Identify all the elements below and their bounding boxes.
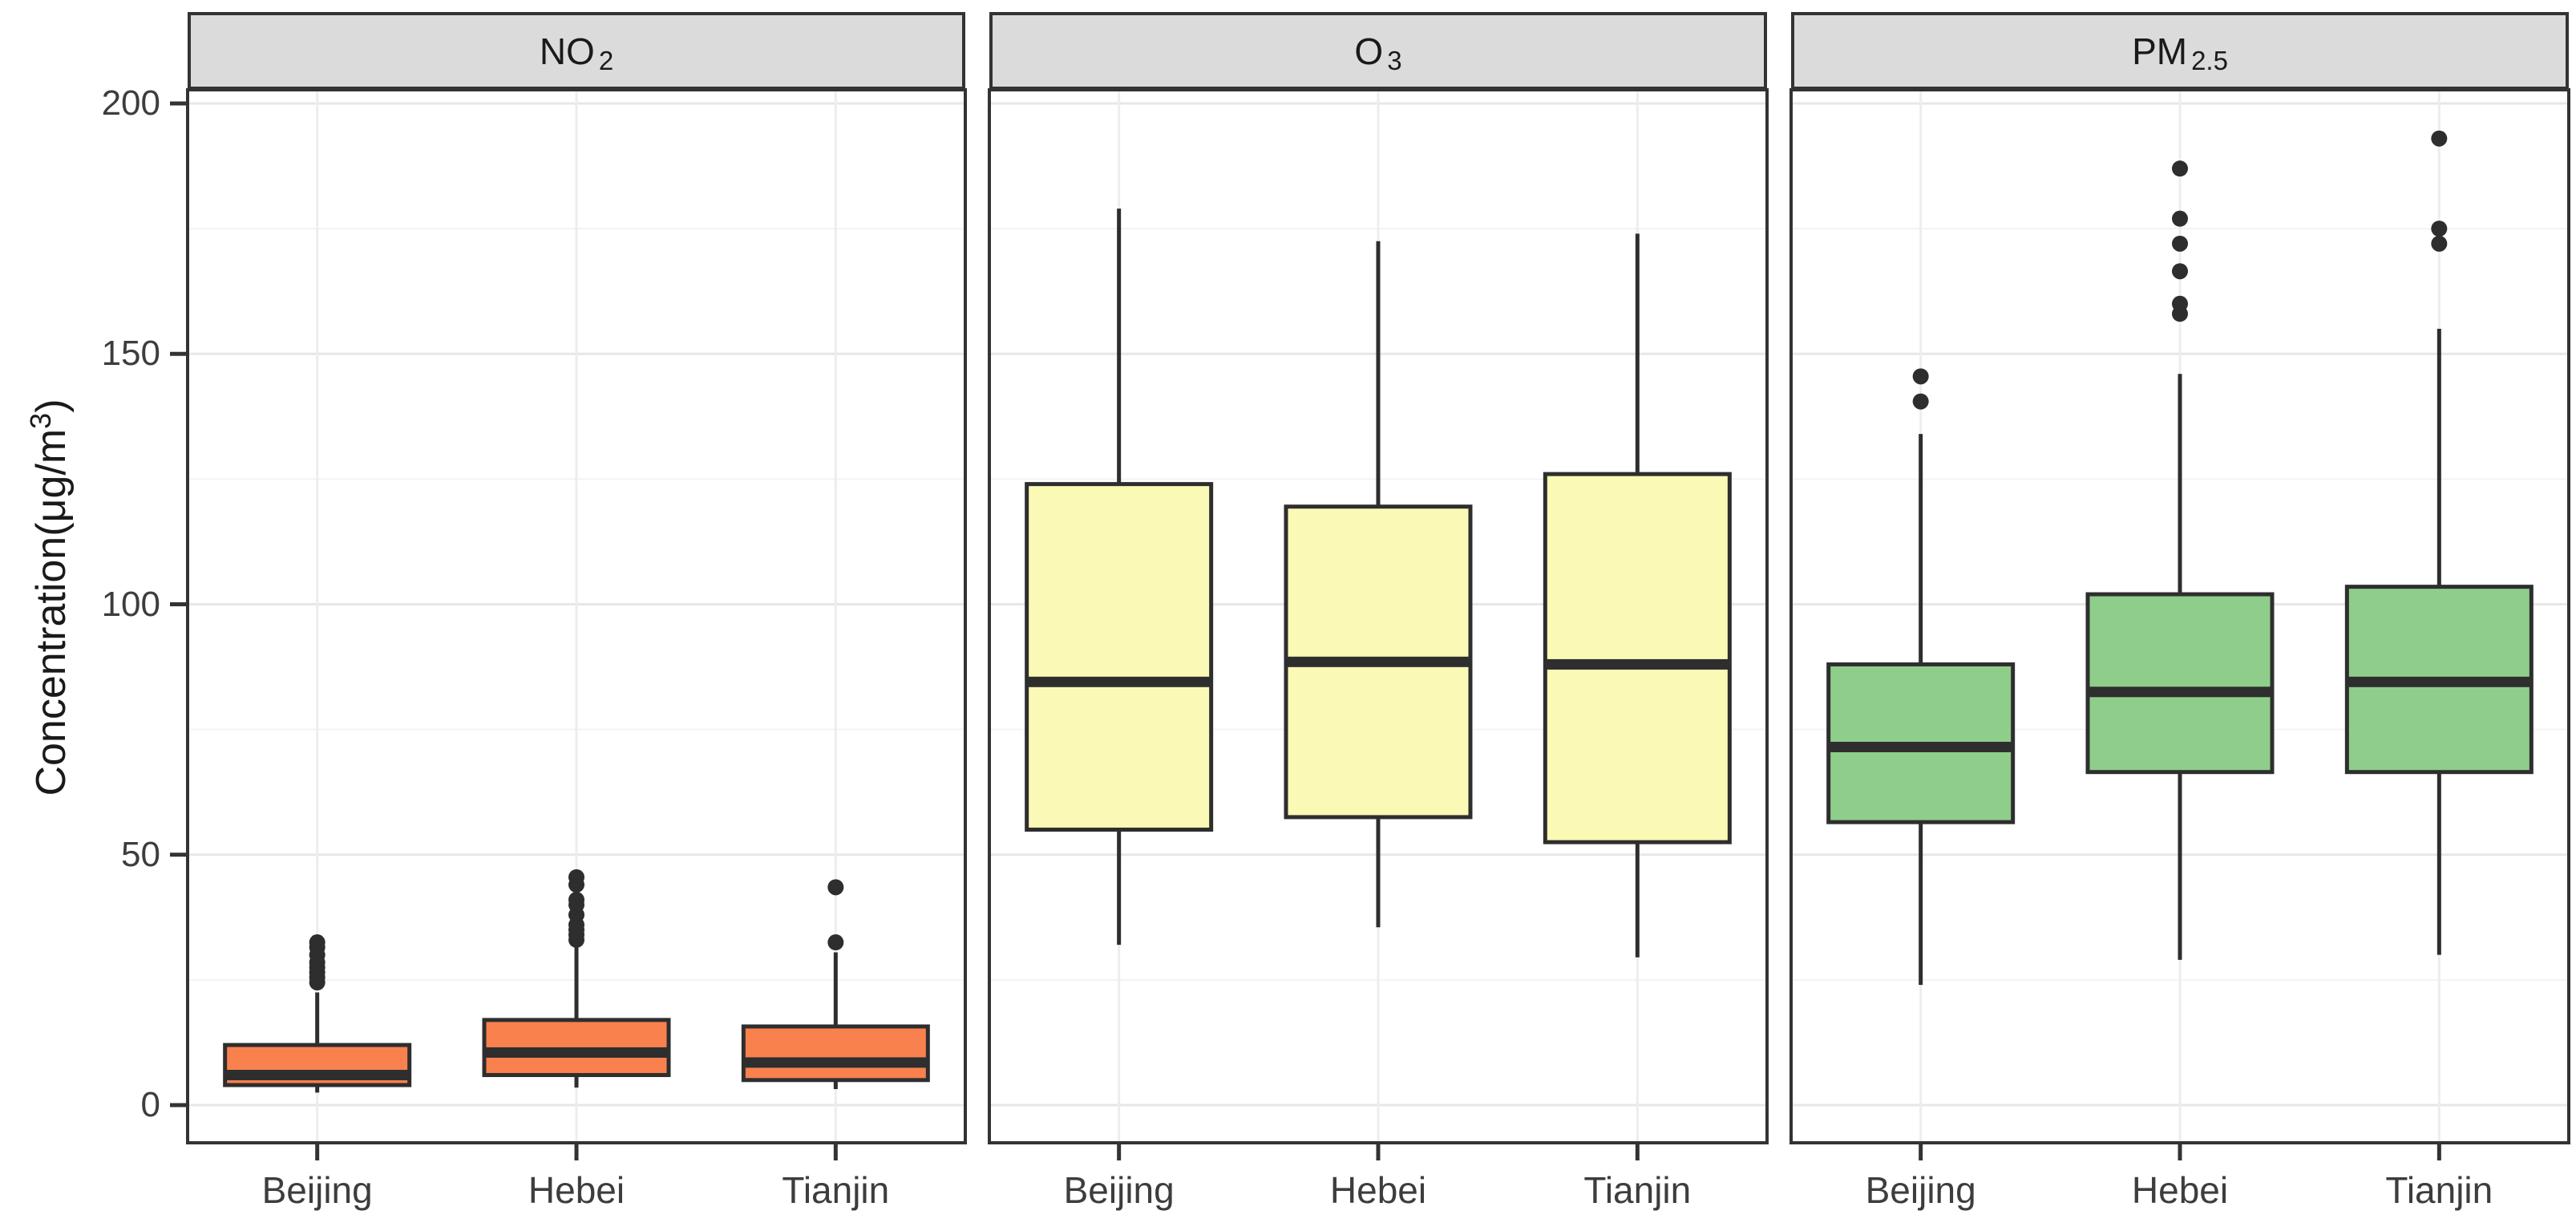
- outlier-dot: [2172, 295, 2188, 312]
- median-line: [743, 1057, 928, 1068]
- facet-strip-subscript: 2.5: [2191, 45, 2228, 75]
- facet-strip-subscript: 3: [1387, 45, 1402, 75]
- y-tick-label: 150: [101, 334, 160, 374]
- outlier-dot: [2172, 210, 2188, 227]
- panel-border: [988, 88, 1769, 1144]
- median-line: [224, 1070, 410, 1081]
- outlier-dot: [827, 934, 844, 951]
- x-tick-label: Hebei: [2131, 1169, 2229, 1211]
- x-tick-label: Hebei: [1329, 1169, 1427, 1211]
- median-line: [1026, 676, 1211, 687]
- outlier-dot: [1912, 393, 1929, 410]
- box-rect: [1543, 472, 1732, 844]
- outlier-dot: [568, 869, 584, 885]
- y-axis-title-suffix: ): [28, 399, 75, 413]
- y-tick-label: 200: [101, 83, 160, 123]
- y-tick-label: 100: [101, 584, 160, 624]
- outlier-dot: [2172, 235, 2188, 252]
- median-line: [2088, 686, 2272, 698]
- outlier-dot: [2172, 160, 2188, 177]
- x-tick-label: Beijing: [261, 1169, 373, 1211]
- outlier-dot: [568, 891, 584, 908]
- outlier-dot: [2431, 235, 2448, 252]
- median-line: [484, 1047, 669, 1058]
- y-tick-label: 0: [140, 1085, 160, 1124]
- box-rect: [741, 1024, 930, 1083]
- median-line: [1286, 656, 1470, 667]
- facet-strip-label: PM: [2132, 30, 2188, 72]
- outlier-dot: [309, 934, 326, 951]
- x-tick-label: Hebei: [528, 1169, 625, 1211]
- y-tick-label: 50: [121, 834, 160, 874]
- median-line: [2347, 676, 2532, 687]
- outlier-dot: [827, 879, 844, 896]
- box-rect: [2085, 592, 2275, 775]
- x-tick-label: Tianjin: [1583, 1169, 1692, 1211]
- outlier-dot: [2172, 263, 2188, 280]
- x-tick-label: Tianjin: [2385, 1169, 2493, 1211]
- box-rect: [1025, 482, 1214, 832]
- panel-border: [1789, 88, 2570, 1144]
- y-axis-title-superscript: 3: [23, 412, 57, 429]
- facet-strip-label: NO: [539, 30, 595, 72]
- facet-strip-subscript: 2: [598, 45, 614, 75]
- outlier-dot: [1912, 368, 1929, 385]
- facet-strip: PM 2.5: [1791, 12, 2569, 90]
- outlier-dot: [2431, 130, 2448, 147]
- facet-strip: NO 2: [188, 12, 965, 90]
- median-line: [1545, 658, 1730, 670]
- panel-border: [186, 88, 967, 1144]
- x-tick-label: Tianjin: [782, 1169, 890, 1211]
- x-tick-label: Beijing: [1865, 1169, 1976, 1211]
- facet-strip-label: O: [1354, 30, 1384, 72]
- median-line: [1828, 741, 2013, 752]
- outlier-dot: [2431, 221, 2448, 237]
- x-tick-label: Beijing: [1063, 1169, 1175, 1211]
